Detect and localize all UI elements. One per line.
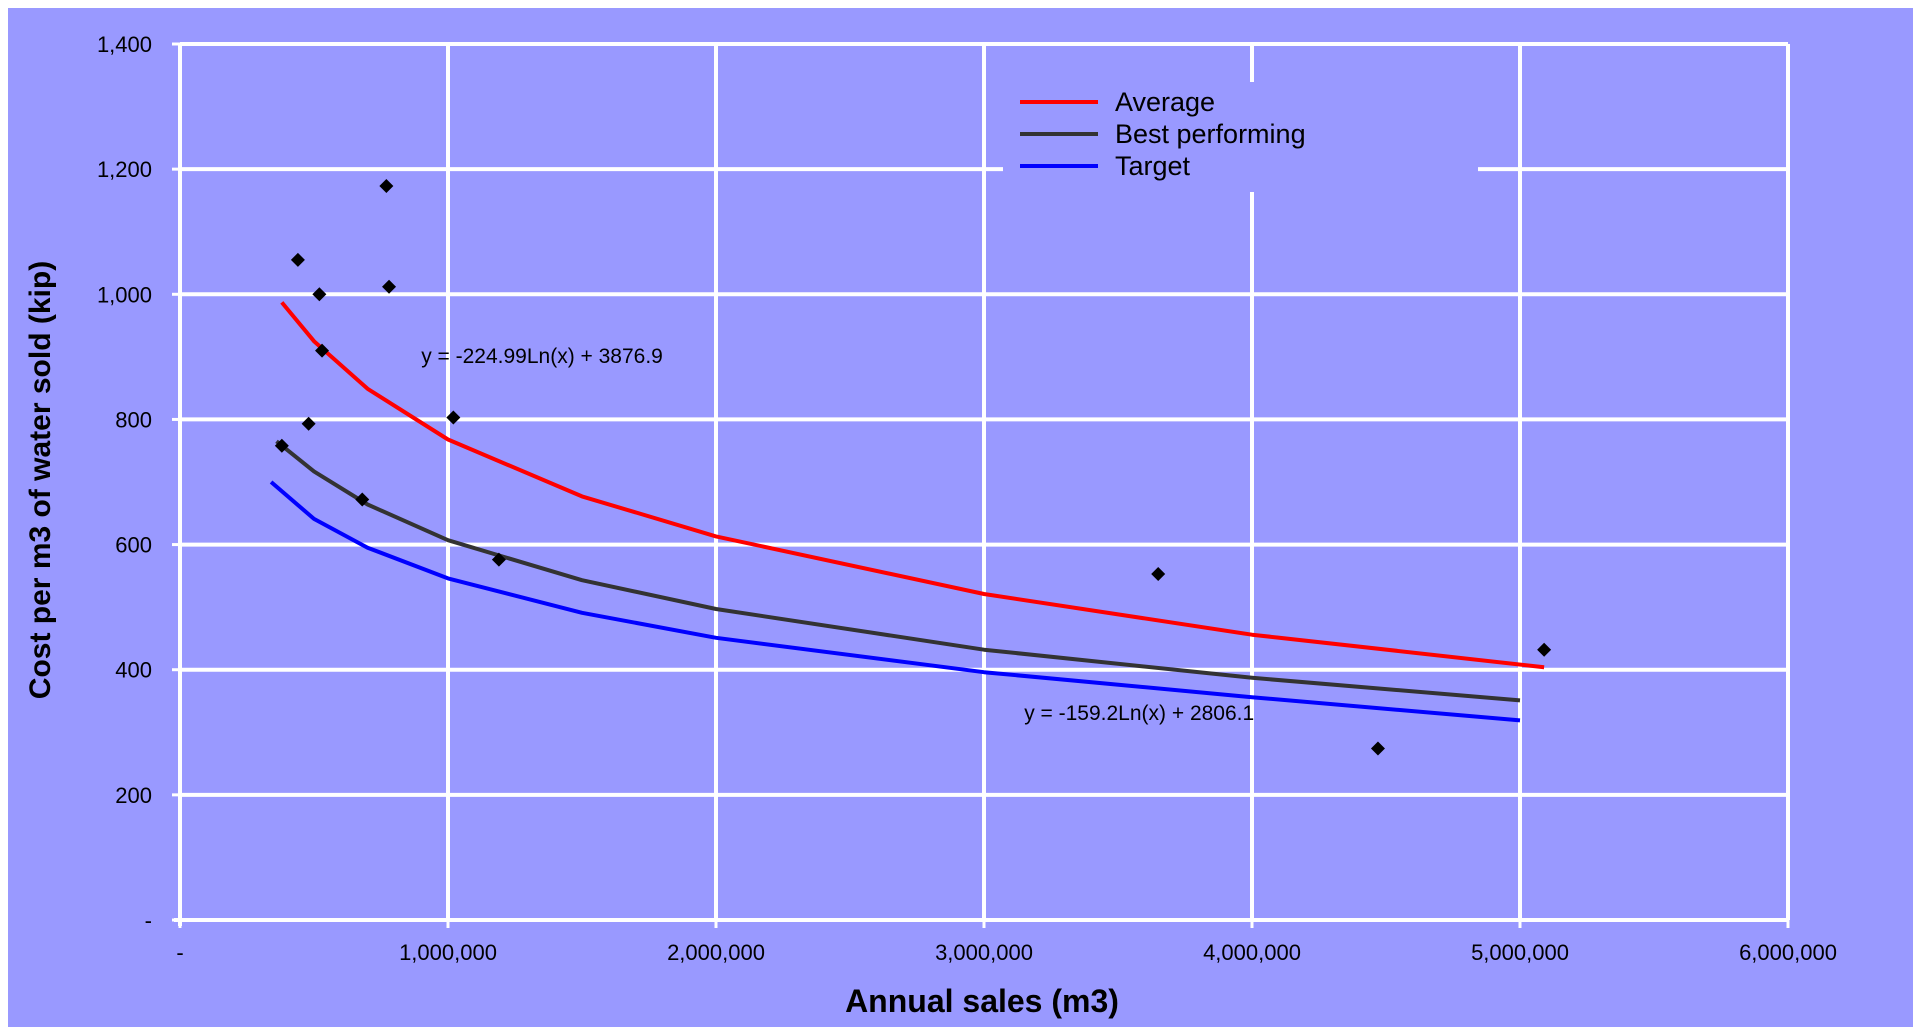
x-tick-label: 6,000,000 [1739,940,1837,965]
grid [180,42,1790,920]
data-point [491,552,506,567]
chart-background [8,8,1913,1027]
x-tick-label: 5,000,000 [1471,940,1569,965]
y-tick-label: 400 [115,658,152,683]
x-tick-label: - [176,940,183,965]
data-point [382,279,397,294]
legend-label: Best performing [1115,119,1306,149]
x-tick-label: 2,000,000 [667,940,765,965]
y-tick-label: 800 [115,407,152,432]
y-tick-label: 200 [115,783,152,808]
data-point [1537,642,1552,657]
trendline-target [269,480,1521,723]
data-point [355,492,370,507]
y-tick-label: 1,200 [97,157,152,182]
trendline-best-performing [275,439,1521,703]
x-tick-label: 4,000,000 [1203,940,1301,965]
y-tick-label: - [145,908,152,933]
y-axis-title: Cost per m3 of water sold (kip) [24,261,57,699]
data-points [274,179,1552,756]
trendline-equation: y = -224.99Ln(x) + 3876.9 [421,345,663,368]
trendline-average [280,301,1545,670]
x-axis-title: Annual sales (m3) [845,983,1119,1019]
data-point [446,410,461,425]
tick-labels: - 200 400 600 800 1,000 1,200 1,400 - 1,000,000 2,… [97,32,1837,965]
legend-label: Target [1115,151,1191,181]
data-point [379,179,394,194]
y-tick-label: 1,000 [97,282,152,307]
y-tick-label: 1,400 [97,32,152,57]
annotations: y = -224.99Ln(x) + 3876.9 y = -159.2Ln(x)… [421,345,1254,725]
data-point [274,438,289,453]
trend-lines [269,301,1545,723]
y-tick-label: 600 [115,533,152,558]
data-point [290,252,305,267]
axes [172,42,1790,928]
x-tick-label: 3,000,000 [935,940,1033,965]
x-tick-label: 1,000,000 [399,940,497,965]
data-point [1370,741,1385,756]
data-point [312,287,327,302]
legend-label: Average [1115,87,1215,117]
data-point [301,416,316,431]
data-point [1151,566,1166,581]
data-point [315,343,330,358]
trendline-equation: y = -159.2Ln(x) + 2806.1 [1024,702,1254,725]
